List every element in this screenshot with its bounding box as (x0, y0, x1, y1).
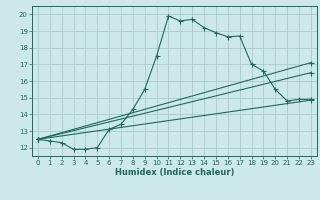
X-axis label: Humidex (Indice chaleur): Humidex (Indice chaleur) (115, 168, 234, 177)
